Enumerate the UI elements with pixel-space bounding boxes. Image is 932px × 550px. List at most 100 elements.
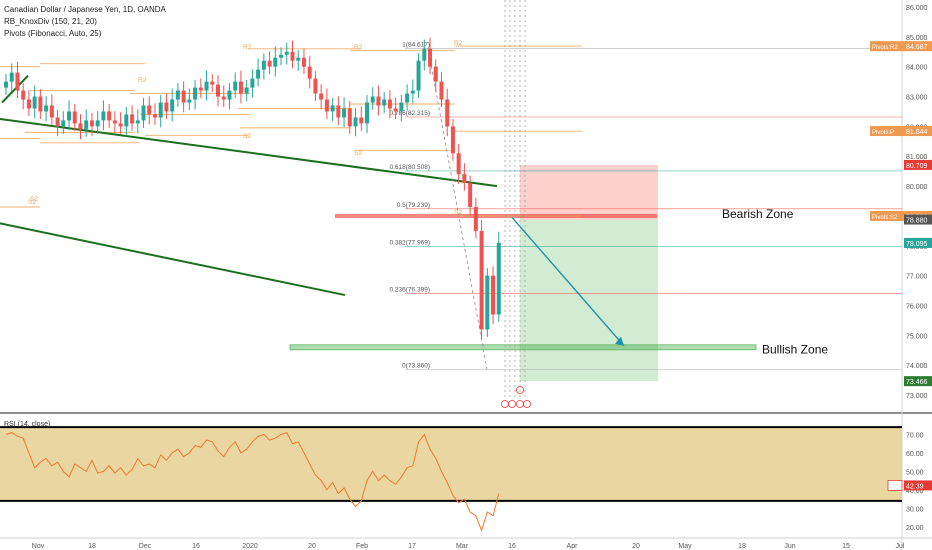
time-tick-label: 2020	[242, 543, 258, 550]
fib-level-label: 0(73.860)	[402, 362, 430, 369]
candle-body	[135, 120, 140, 124]
cycle-marker-circle	[501, 400, 509, 408]
time-tick-label: 17	[408, 543, 416, 550]
time-tick-label: 15	[842, 543, 850, 550]
fib-level-label: 0.786(82.315)	[390, 110, 430, 117]
candle-body	[301, 57, 306, 67]
price-tag	[904, 41, 932, 52]
price-tick-label: 81.000	[906, 154, 928, 161]
time-tick-label: Nov	[32, 543, 45, 550]
candle-body	[376, 96, 381, 106]
rsi-tick-label: 20.00	[906, 525, 924, 532]
candle-body	[428, 48, 433, 67]
rsi-tick-label: 40.00	[906, 488, 924, 495]
candle-body	[107, 111, 112, 121]
candle-body	[124, 114, 129, 127]
candle-body	[462, 174, 467, 184]
candle-body	[72, 111, 77, 124]
candle-body	[422, 48, 427, 61]
candle-body	[38, 96, 43, 112]
candle-body	[152, 114, 157, 118]
candle-body	[319, 93, 324, 100]
price-tick-label: 73.000	[906, 393, 928, 400]
candle-body	[187, 99, 192, 103]
price-tag	[904, 126, 932, 137]
candle-body	[158, 102, 163, 118]
pivot-tag-text: Pivots:R2	[872, 45, 898, 51]
candle-body	[273, 57, 278, 67]
candle-body	[55, 117, 60, 127]
pivot-label: R2	[138, 77, 147, 84]
indicator-pivots-label[interactable]: Pivots (Fibonacci, Auto, 25)	[4, 29, 102, 38]
rsi-tick-label: 70.00	[906, 432, 924, 439]
candle-body	[267, 60, 272, 67]
profit-target-zone	[520, 219, 658, 382]
candle-body	[15, 72, 20, 91]
candle-body	[89, 120, 94, 127]
pivot-label: S2	[28, 199, 36, 206]
price-tick-label: 74.000	[906, 363, 928, 370]
time-tick-label: May	[678, 543, 692, 550]
rsi-line	[5, 431, 500, 533]
time-tick-label: Jun	[784, 543, 795, 550]
candle-body	[399, 102, 404, 112]
candle-body	[313, 78, 318, 94]
candle-body	[141, 105, 146, 121]
time-tick-label: Apr	[567, 543, 579, 550]
candle-body	[21, 90, 26, 100]
candle-body	[439, 81, 444, 100]
time-tick-label: 20	[632, 543, 640, 550]
candle-body	[216, 84, 221, 97]
candle-body	[324, 99, 329, 112]
cycle-marker-circle	[516, 400, 524, 408]
rsi-label: RSI (14, close)	[4, 421, 50, 428]
price-tick-label: 84.000	[906, 65, 928, 72]
candle-body	[44, 105, 49, 112]
candle-body	[290, 51, 295, 61]
indicator-knoxdiv-label[interactable]: RB_KnoxDiv (150, 21, 20)	[4, 17, 97, 26]
price-tag	[904, 159, 932, 170]
pivot-label: S2	[354, 150, 362, 157]
chart-title: Canadian Dollar / Japanese Yen, 1D, OAND…	[4, 5, 166, 14]
rsi-tick-label: 60.00	[906, 451, 924, 458]
candle-body	[364, 102, 369, 124]
fib-level-label: 0.618(80.508)	[390, 164, 430, 171]
candle-body	[450, 126, 455, 154]
price-tag	[904, 376, 932, 387]
price-tick-label: 75.000	[906, 333, 928, 340]
price-tag-text: 78.880	[906, 218, 928, 225]
bullish-zone-label: Bullish Zone	[762, 342, 828, 356]
candle-body	[112, 120, 117, 124]
price-tag-text: 80.709	[906, 163, 928, 170]
candle-body	[485, 275, 490, 330]
price-tag	[904, 214, 932, 225]
rsi-tick-label: 50.00	[906, 469, 924, 476]
pivot-tag-text: Pivots:S2	[872, 215, 898, 221]
candle-body	[330, 105, 335, 112]
price-tag	[904, 237, 932, 248]
fib-level-label: 1(84.617)	[402, 41, 430, 48]
candle-body	[496, 242, 501, 315]
candle-body	[445, 99, 450, 127]
cycle-marker-circle	[516, 386, 524, 394]
cycle-marker-circle	[523, 400, 531, 408]
candle-body	[78, 123, 83, 130]
candle-body	[32, 96, 37, 109]
candle-body	[336, 105, 341, 118]
pivot-tag	[870, 126, 904, 137]
pivot-tag-text: Pivots:P	[872, 130, 894, 136]
pivot-label: S2	[243, 133, 251, 140]
time-tick-label: 20	[308, 543, 316, 550]
candle-body	[284, 51, 289, 55]
fib-level-label: 0.5(79.239)	[397, 202, 430, 209]
candle-body	[170, 99, 175, 112]
candle-body	[382, 99, 387, 106]
time-tick-label: Mar	[456, 543, 469, 550]
rsi-tick-label: 30.00	[906, 506, 924, 513]
candle-body	[244, 87, 249, 94]
candle-body	[296, 57, 301, 61]
candle-body	[101, 111, 106, 121]
candle-body	[393, 108, 398, 112]
candle-body	[49, 105, 54, 118]
